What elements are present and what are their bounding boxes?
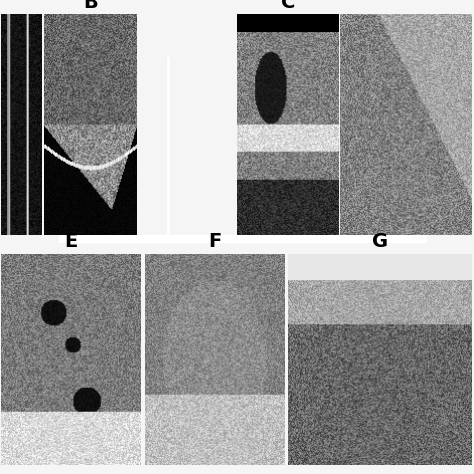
Text: C: C	[281, 0, 295, 12]
Text: B: B	[83, 0, 98, 12]
Text: F: F	[208, 232, 221, 251]
Text: G: G	[372, 232, 388, 251]
Text: E: E	[65, 232, 78, 251]
